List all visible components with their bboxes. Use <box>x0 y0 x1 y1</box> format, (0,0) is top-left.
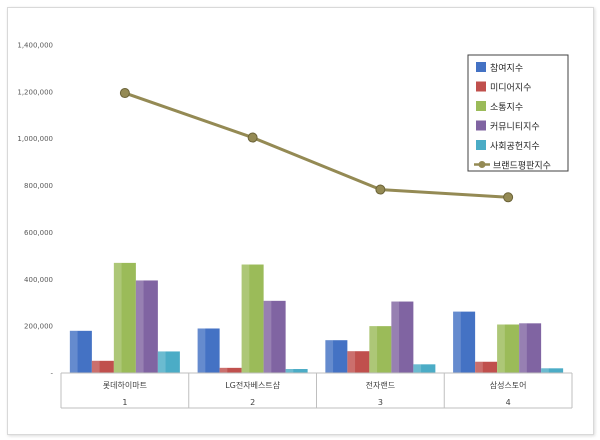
legend-label: 커뮤니티지수 <box>490 122 540 133</box>
bar <box>541 368 564 373</box>
bar-highlight <box>369 326 378 373</box>
bar-series <box>69 262 564 373</box>
bar <box>369 326 392 373</box>
bar <box>197 328 220 373</box>
bar <box>69 330 92 373</box>
x-category-number: 2 <box>250 398 255 407</box>
chart-frame: - 200,000 400,000 600,000 800,000 1,000,000 1,… <box>7 7 594 435</box>
bar-highlight <box>135 280 144 373</box>
line-point <box>119 88 130 99</box>
y-tick-label: 1,200,000 <box>17 88 53 96</box>
bar-highlight <box>157 351 166 373</box>
bar-highlight <box>497 324 505 373</box>
bar-highlight <box>413 364 422 373</box>
bar <box>519 323 542 373</box>
y-tick-label: 1,400,000 <box>17 42 53 50</box>
bar <box>497 324 520 373</box>
bar <box>475 361 498 373</box>
bar <box>285 369 308 373</box>
y-tick-label: 400,000 <box>24 276 53 284</box>
y-tick-label: 600,000 <box>24 229 53 237</box>
y-tick-label: 1,000,000 <box>17 135 53 143</box>
x-category-label: 전자랜드 <box>366 380 395 390</box>
legend-swatch <box>476 81 486 92</box>
bar-highlight <box>519 323 527 373</box>
legend-swatch <box>476 101 486 111</box>
x-category-number: 4 <box>506 398 511 407</box>
bar-highlight <box>263 300 272 373</box>
bar <box>347 351 370 373</box>
legend-swatch <box>476 120 486 131</box>
combo-chart: - 200,000 400,000 600,000 800,000 1,000,000 1,… <box>17 42 573 409</box>
x-axis: 롯데하이마트 1 LG전자베스트샵 2 전자랜드 3 삼성스토어 4 <box>60 372 573 409</box>
bar-highlight <box>197 328 206 373</box>
y-axis: - 200,000 400,000 600,000 800,000 1,000,000 1,… <box>17 42 53 378</box>
x-category-label: 롯데하이마트 <box>103 380 147 390</box>
bar-highlight <box>325 340 334 373</box>
bar-highlight <box>453 311 461 373</box>
bar <box>413 364 436 373</box>
legend-swatch <box>476 140 486 150</box>
legend-label: 브랜드평판지수 <box>493 161 551 172</box>
bar <box>263 300 286 373</box>
bar-highlight <box>113 262 122 373</box>
legend-swatch <box>476 62 486 72</box>
line-point <box>375 184 386 195</box>
bar-highlight <box>541 368 549 373</box>
bar <box>91 360 114 373</box>
bar <box>219 367 242 373</box>
y-tick-label: 800,000 <box>24 182 53 190</box>
bar <box>325 340 348 373</box>
bar <box>391 301 414 373</box>
y-tick-label: 200,000 <box>24 323 53 331</box>
y-tick-label: - <box>50 370 53 378</box>
legend-label: 소통지수 <box>490 102 523 113</box>
bar <box>157 351 180 373</box>
line-series <box>119 88 514 203</box>
bar-highlight <box>241 264 250 373</box>
bar-highlight <box>219 367 228 373</box>
bar <box>241 264 264 373</box>
line-path <box>124 91 509 199</box>
bar <box>113 262 136 373</box>
line-point <box>247 132 258 143</box>
x-category-label: 삼성스토어 <box>490 380 527 390</box>
bar-highlight <box>285 369 294 373</box>
bar-highlight <box>69 330 78 373</box>
bar-highlight <box>91 360 100 373</box>
legend-line-marker <box>478 161 486 168</box>
bar <box>135 280 158 373</box>
legend-label: 참여지수 <box>490 62 523 74</box>
line-point <box>503 192 514 203</box>
x-category-number: 3 <box>378 398 383 407</box>
bar-highlight <box>391 301 400 373</box>
legend-label: 사회공헌지수 <box>490 141 540 152</box>
legend-label: 미디어지수 <box>490 83 531 94</box>
bar <box>453 311 476 373</box>
legend-box <box>467 54 569 172</box>
x-category-number: 1 <box>122 398 127 407</box>
bar-highlight <box>347 351 356 373</box>
x-category-label: LG전자베스트샵 <box>225 380 280 390</box>
bar-highlight <box>475 361 483 373</box>
